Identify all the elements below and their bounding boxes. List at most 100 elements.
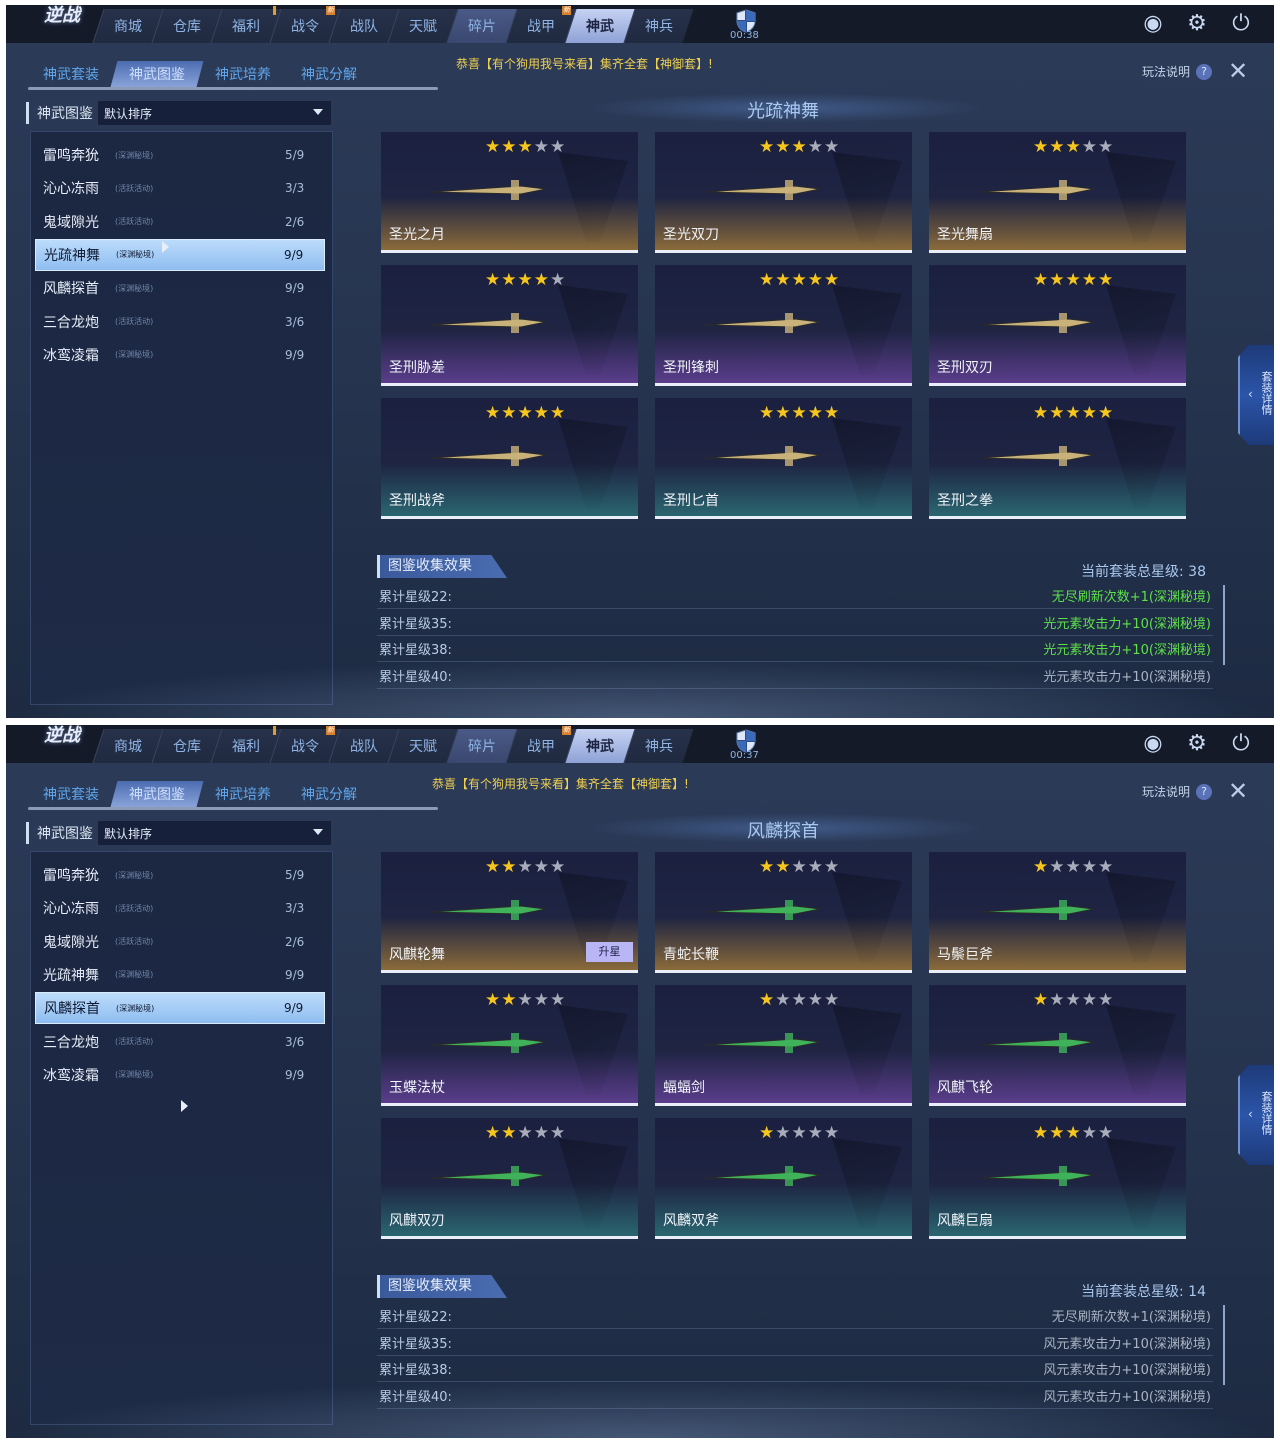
weapon-name: 马鬃巨斧 (937, 947, 993, 963)
weapon-card[interactable]: ★ ★ ★ ★ ★ 圣刑双刃 (929, 265, 1186, 386)
sort-dropdown[interactable]: 默认排序 (98, 821, 331, 845)
list-item[interactable]: 光疏神舞 (深渊秘境) 9/9 (43, 967, 305, 984)
game-window: 逆战 商城 仓库 福利 战令新战队 天赋 碎片 战甲新神武 神兵 00:37 ◉ ⚙ ⏻ 神武套装… (6, 725, 1274, 1438)
weapon-card[interactable]: ★ ★ ★ ★ ★ 圣光舞扇 (929, 132, 1186, 253)
weapon-name: 青蛇长鞭 (663, 947, 719, 963)
star-icon: ★ (1098, 403, 1114, 423)
new-badge: 新 (326, 6, 336, 15)
list-item[interactable]: 冰鸾凌霜 (深渊秘境) 9/9 (43, 1067, 305, 1084)
star-rating: ★ ★ ★ ★ ★ (1033, 271, 1113, 289)
sub-tab[interactable]: 神武培养 (215, 787, 271, 803)
star-icon: ★ (501, 990, 517, 1010)
list-item[interactable]: 鬼域隙光 (活跃活动) 2/6 (43, 934, 305, 951)
effect-row: 累计星级35: 风元素攻击力+10(深渊秘境) (377, 1330, 1213, 1356)
scrollbar[interactable] (1223, 1305, 1225, 1385)
weapon-card[interactable]: ★ ★ ★ ★ ★ 玉蝶法杖 (381, 985, 638, 1106)
list-item[interactable]: 风麟探首 (深渊秘境) 9/9 (43, 281, 305, 298)
star-icon: ★ (791, 1123, 807, 1143)
effect-row: 累计星级38: 风元素攻击力+10(深渊秘境) (377, 1356, 1213, 1383)
weapon-card[interactable]: ★ ★ ★ ★ ★ 风麟巨扇 (929, 1118, 1186, 1239)
weapon-card[interactable]: ★ ★ ★ ★ ★ 圣刑战斧 (381, 398, 638, 519)
weapon-card[interactable]: ★ ★ ★ ★ ★ 风麒双刃 (381, 1118, 638, 1239)
sub-tab[interactable]: 神武套装 (43, 787, 99, 803)
list-item[interactable]: 冰鸾凌霜 (深渊秘境) 9/9 (43, 347, 305, 364)
effect-row: 累计星级35: 光元素攻击力+10(深渊秘境) (377, 610, 1213, 636)
weapon-card[interactable]: ★ ★ ★ ★ ★ 圣刑锋刺 (655, 265, 912, 386)
weapon-image (978, 900, 1095, 920)
list-item[interactable]: 三合龙炮 (活跃活动) 3/6 (43, 1034, 305, 1051)
star-rating: ★ ★ ★ ★ ★ (759, 271, 839, 289)
music-disc-icon[interactable]: ◉ (1143, 11, 1163, 36)
star-icon: ★ (807, 1123, 823, 1143)
weapon-card[interactable]: ★ ★ ★ ★ ★ 圣刑匕首 (655, 398, 912, 519)
shield-icon[interactable] (734, 9, 758, 37)
list-item[interactable]: 鬼域隙光 (活跃活动) 2/6 (43, 214, 305, 231)
weapon-image (704, 1166, 821, 1186)
upgrade-star-button[interactable]: 升星 (586, 942, 633, 962)
list-item[interactable]: 沁心冻雨 (活跃活动) 3/3 (43, 901, 305, 918)
star-icon: ★ (1033, 403, 1049, 423)
divider (28, 87, 438, 90)
close-icon[interactable]: ✕ (1227, 777, 1249, 805)
star-icon: ★ (517, 857, 533, 877)
weapon-name: 圣刑双刃 (937, 360, 993, 376)
star-icon: ★ (759, 137, 775, 157)
sub-tab[interactable]: 神武培养 (215, 67, 271, 83)
music-disc-icon[interactable]: ◉ (1143, 731, 1163, 756)
list-item[interactable]: 雷鸣奔狁 (深渊秘境) 5/9 (43, 148, 305, 164)
star-icon: ★ (807, 270, 823, 290)
chevron-down-icon (313, 109, 323, 120)
weapon-card[interactable]: ★ ★ ★ ★ ★ 风麟双斧 (655, 1118, 912, 1239)
gear-icon[interactable]: ⚙ (1187, 11, 1207, 36)
list-item[interactable]: 风麟探首 (深渊秘境) 9/9 (35, 992, 325, 1025)
weapon-card[interactable]: ★ ★ ★ ★ ★ 圣光双刀 (655, 132, 912, 253)
sub-tab[interactable]: 神武图鉴 (110, 61, 204, 87)
weapon-card[interactable]: ★ ★ ★ ★ ★ 圣刑之拳 (929, 398, 1186, 519)
close-icon[interactable]: ✕ (1227, 57, 1249, 85)
list-item[interactable]: 三合龙炮 (活跃活动) 3/6 (43, 314, 305, 331)
help-button[interactable]: 玩法说明? (1142, 783, 1213, 800)
sub-tab[interactable]: 神武分解 (301, 787, 357, 803)
weapon-card[interactable]: ★ ★ ★ ★ ★ 圣光之月 (381, 132, 638, 253)
set-details-tab[interactable]: ‹ 套装详情 (1238, 345, 1274, 445)
weapon-image (704, 1033, 821, 1053)
sub-tab[interactable]: 神武分解 (301, 67, 357, 83)
star-icon: ★ (1081, 270, 1097, 290)
list-item[interactable]: 雷鸣奔狁 (深渊秘境) 5/9 (43, 868, 305, 884)
effect-row: 累计星级40: 光元素攻击力+10(深渊秘境) (377, 663, 1213, 690)
star-rating: ★ ★ ★ ★ ★ (759, 858, 839, 876)
star-icon: ★ (775, 857, 791, 877)
weapon-card[interactable]: ★ ★ ★ ★ ★ 蝠蝠剑 (655, 985, 912, 1106)
weapon-name: 蝠蝠剑 (663, 1080, 705, 1096)
power-icon[interactable]: ⏻ (1232, 11, 1250, 36)
weapon-image (430, 446, 547, 466)
weapon-card[interactable]: ★ ★ ★ ★ ★ 风麒飞轮 (929, 985, 1186, 1106)
sub-tab[interactable]: 神武套装 (43, 67, 99, 83)
chevron-down-icon (313, 829, 323, 840)
list-item[interactable]: 沁心冻雨 (活跃活动) 3/3 (43, 181, 305, 198)
weapon-card[interactable]: ★ ★ ★ ★ ★ 风麒轮舞 升星 (381, 852, 638, 973)
weapon-card[interactable]: ★ ★ ★ ★ ★ 马鬃巨斧 (929, 852, 1186, 973)
set-details-tab[interactable]: ‹ 套装详情 (1238, 1065, 1274, 1165)
star-icon: ★ (485, 137, 501, 157)
star-icon: ★ (791, 403, 807, 423)
help-button[interactable]: 玩法说明? (1142, 63, 1213, 80)
star-icon: ★ (759, 403, 775, 423)
weapon-image (430, 900, 547, 920)
star-icon: ★ (759, 1123, 775, 1143)
nav-tab[interactable]: 神兵 (623, 9, 694, 43)
sort-dropdown[interactable]: 默认排序 (98, 101, 331, 125)
dropdown-label: 神武图鉴 (37, 826, 93, 842)
scrollbar[interactable] (1223, 585, 1225, 665)
star-icon: ★ (550, 990, 566, 1010)
announcement: 恭喜【有个狗用我号来看】集齐全套【神御套】! (432, 777, 689, 791)
power-icon[interactable]: ⏻ (1232, 731, 1250, 756)
shield-icon[interactable] (734, 729, 758, 757)
sub-tab[interactable]: 神武图鉴 (110, 781, 204, 807)
list-item[interactable]: 光疏神舞 (深渊秘境) 9/9 (35, 238, 325, 271)
star-rating: ★ ★ ★ ★ ★ (1033, 991, 1113, 1009)
gear-icon[interactable]: ⚙ (1187, 731, 1207, 756)
weapon-card[interactable]: ★ ★ ★ ★ ★ 圣刑胁差 (381, 265, 638, 386)
nav-tab[interactable]: 神兵 (623, 729, 694, 763)
weapon-card[interactable]: ★ ★ ★ ★ ★ 青蛇长鞭 (655, 852, 912, 973)
